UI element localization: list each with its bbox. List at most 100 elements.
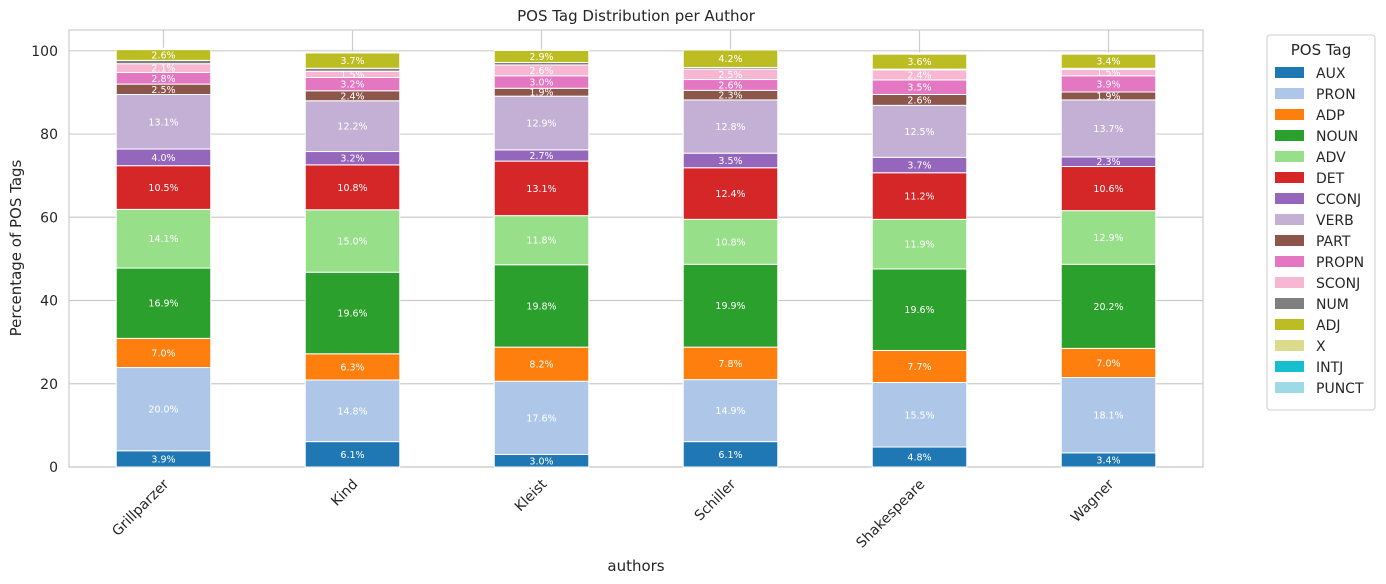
legend-item-intj: INTJ bbox=[1275, 360, 1343, 376]
data-label-sconj: 1.5% bbox=[340, 70, 364, 81]
legend-label: SCONJ bbox=[1316, 276, 1360, 292]
bar-segment-verb bbox=[682, 99, 779, 154]
legend-label: VERB bbox=[1316, 213, 1354, 229]
bar-segment-adp bbox=[304, 353, 401, 381]
legend-item-adp: ADP bbox=[1275, 108, 1345, 124]
legend-item-sconj: SCONJ bbox=[1275, 276, 1360, 292]
bar-stack-shakespeare: 4.8% 15.5% 7.7% 19.6% 11.9% 11.2% 3.7% 12.5% 2.6… bbox=[871, 52, 968, 468]
data-label-propn: 3.0% bbox=[529, 78, 553, 89]
bar-segment-det bbox=[1060, 166, 1157, 212]
data-label-det: 11.2% bbox=[904, 192, 934, 203]
legend-item-num: NUM bbox=[1275, 297, 1349, 313]
bar-segment-adp bbox=[1060, 347, 1157, 379]
legend-swatch bbox=[1275, 109, 1304, 120]
x-axis-ticks: Grillparzer Kind Kleist Schiller Shakespeare… bbox=[109, 476, 1117, 551]
legend-swatch bbox=[1275, 361, 1304, 372]
data-label-aux: 6.1% bbox=[340, 450, 364, 461]
data-label-sconj: 2.4% bbox=[907, 70, 931, 81]
legend-label: NUM bbox=[1316, 297, 1349, 313]
legend-swatch bbox=[1275, 88, 1304, 99]
bar-segment-verb bbox=[1060, 99, 1157, 158]
bar-stack-kind: 6.1% 14.8% 6.3% 19.6% 15.0% 10.8% 3.2% 12.2% 2.4… bbox=[304, 51, 401, 468]
data-label-adp: 7.7% bbox=[907, 362, 931, 373]
legend-item-propn: PROPN bbox=[1275, 255, 1364, 271]
legend: POS Tag AUX PRON ADP NOUN ADV DET CCONJ VERB PAR… bbox=[1266, 34, 1376, 411]
legend-label: PUNCT bbox=[1316, 381, 1364, 397]
y-tick-label: 40 bbox=[40, 294, 58, 310]
x-tick-label: Schiller bbox=[692, 476, 740, 524]
data-label-aux: 3.0% bbox=[529, 456, 553, 467]
bar-segment-adv bbox=[115, 208, 212, 269]
data-label-adp: 8.2% bbox=[529, 360, 553, 371]
data-label-adp: 7.8% bbox=[718, 359, 742, 370]
legend-label: DET bbox=[1316, 171, 1345, 187]
data-label-noun: 19.6% bbox=[337, 309, 367, 320]
legend-item-x: X bbox=[1275, 339, 1326, 355]
bar-segment-aux bbox=[304, 441, 401, 468]
legend-items: AUX PRON ADP NOUN ADV DET CCONJ VERB PART PROPN SC… bbox=[1275, 66, 1364, 397]
data-label-verb: 12.8% bbox=[715, 122, 745, 133]
legend-swatch bbox=[1275, 193, 1304, 204]
legend-swatch bbox=[1275, 256, 1304, 267]
legend-label: PRON bbox=[1316, 87, 1356, 103]
data-label-det: 10.6% bbox=[1093, 184, 1123, 195]
data-label-cconj: 3.2% bbox=[340, 154, 364, 165]
bar-segment-noun bbox=[682, 263, 779, 348]
legend-item-adv: ADV bbox=[1275, 150, 1346, 166]
legend-label: INTJ bbox=[1316, 360, 1343, 376]
data-label-det: 10.8% bbox=[337, 183, 367, 194]
data-label-det: 13.1% bbox=[526, 184, 556, 195]
bar-segment-pron bbox=[115, 367, 212, 452]
bar-segment-adp bbox=[682, 346, 779, 381]
data-label-cconj: 3.7% bbox=[907, 161, 931, 172]
bar-segment-noun bbox=[115, 267, 212, 339]
legend-swatch bbox=[1275, 67, 1304, 78]
y-axis-label: Percentage of POS Tags bbox=[7, 159, 25, 336]
y-tick-label: 20 bbox=[40, 377, 58, 393]
legend-swatch bbox=[1275, 130, 1304, 141]
data-label-adv: 15.0% bbox=[337, 237, 367, 248]
data-label-adj: 3.4% bbox=[1096, 57, 1120, 68]
legend-item-part: PART bbox=[1275, 234, 1351, 250]
bar-segment-pron bbox=[1060, 377, 1157, 454]
chart-title: POS Tag Distribution per Author bbox=[517, 7, 756, 25]
bar-segment-adv bbox=[1060, 210, 1157, 265]
x-axis-label: authors bbox=[607, 557, 664, 575]
data-label-pron: 14.8% bbox=[337, 406, 367, 417]
bar-segment-pron bbox=[493, 380, 590, 456]
data-label-part: 2.6% bbox=[907, 95, 931, 106]
bar-segment-det bbox=[304, 164, 401, 211]
legend-frame bbox=[1266, 34, 1376, 411]
data-label-adp: 7.0% bbox=[151, 348, 175, 359]
data-label-aux: 3.9% bbox=[151, 454, 175, 465]
plot-area bbox=[68, 29, 1204, 468]
data-label-pron: 20.0% bbox=[148, 405, 178, 416]
data-label-cconj: 4.0% bbox=[151, 153, 175, 164]
x-tick-label: Grillparzer bbox=[109, 476, 172, 539]
data-label-aux: 6.1% bbox=[718, 450, 742, 461]
data-label-pron: 15.5% bbox=[904, 410, 934, 421]
legend-label: ADP bbox=[1316, 108, 1345, 124]
data-label-adv: 14.1% bbox=[148, 234, 178, 245]
legend-label: NOUN bbox=[1316, 129, 1358, 145]
bar-segment-adp bbox=[115, 337, 212, 369]
data-label-sconj: 1.5% bbox=[1096, 68, 1120, 79]
data-label-propn: 3.5% bbox=[907, 83, 931, 94]
bar-segment-verb bbox=[493, 95, 590, 151]
data-label-noun: 19.9% bbox=[715, 301, 745, 312]
data-label-cconj: 3.5% bbox=[718, 156, 742, 167]
legend-item-aux: AUX bbox=[1275, 66, 1346, 82]
bar-segment-pron bbox=[871, 382, 968, 448]
legend-swatch bbox=[1275, 151, 1304, 162]
legend-swatch bbox=[1275, 172, 1304, 183]
legend-label: PART bbox=[1316, 234, 1351, 250]
data-label-adj: 2.6% bbox=[151, 50, 175, 61]
bar-stack-kleist: 3.0% 17.6% 8.2% 19.8% 11.8% 13.1% 2.7% 12.9% 1.9… bbox=[493, 49, 590, 468]
data-label-sconj: 2.1% bbox=[151, 64, 175, 75]
data-label-adv: 11.8% bbox=[526, 236, 556, 247]
legend-label: PROPN bbox=[1316, 255, 1364, 271]
x-tick-label: Wagner bbox=[1068, 476, 1117, 525]
data-label-pron: 17.6% bbox=[526, 413, 556, 424]
x-tick-label: Kleist bbox=[512, 476, 551, 515]
